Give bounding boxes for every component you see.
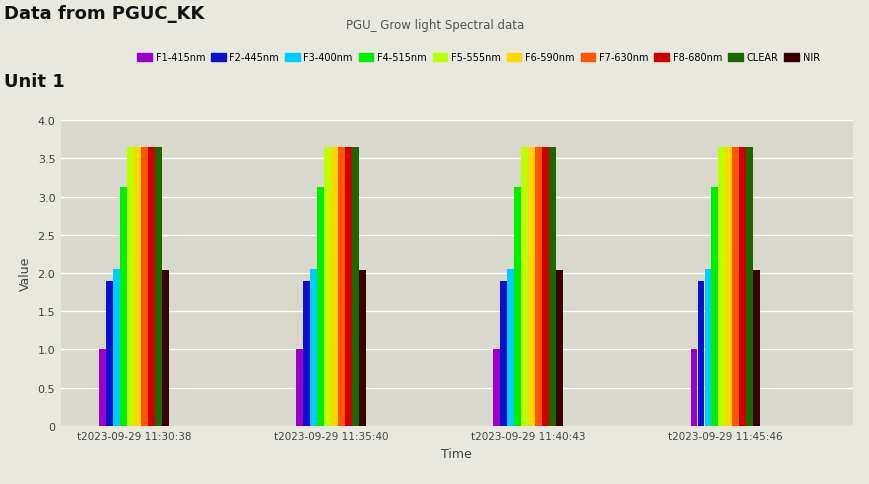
Bar <box>718 148 725 426</box>
Bar <box>317 188 324 426</box>
Bar <box>99 349 106 426</box>
Bar <box>500 281 507 426</box>
Bar <box>324 148 331 426</box>
Bar <box>739 148 746 426</box>
Bar <box>120 188 127 426</box>
Bar <box>725 148 732 426</box>
Bar <box>527 148 534 426</box>
X-axis label: Time: Time <box>441 447 472 460</box>
Bar <box>148 148 155 426</box>
Text: PGU_ Grow light Spectral data: PGU_ Grow light Spectral data <box>346 19 523 32</box>
Bar <box>331 148 338 426</box>
Bar <box>310 270 316 426</box>
Bar <box>732 148 739 426</box>
Bar <box>134 148 141 426</box>
Bar <box>296 349 302 426</box>
Bar <box>338 148 345 426</box>
Bar <box>345 148 352 426</box>
Bar <box>746 148 753 426</box>
Bar <box>711 188 718 426</box>
Bar <box>534 148 541 426</box>
Y-axis label: Value: Value <box>19 257 32 290</box>
Text: Unit 1: Unit 1 <box>4 73 65 91</box>
Bar <box>155 148 162 426</box>
Bar <box>303 281 309 426</box>
Text: Data from PGUC_KK: Data from PGUC_KK <box>4 5 204 23</box>
Bar <box>507 270 514 426</box>
Bar <box>697 281 704 426</box>
Bar <box>113 270 120 426</box>
Bar <box>493 349 500 426</box>
Legend: F1-415nm, F2-445nm, F3-400nm, F4-515nm, F5-555nm, F6-590nm, F7-630nm, F8-680nm, : F1-415nm, F2-445nm, F3-400nm, F4-515nm, … <box>137 53 819 63</box>
Bar <box>162 271 169 426</box>
Bar <box>753 271 760 426</box>
Bar <box>106 281 113 426</box>
Bar <box>141 148 148 426</box>
Bar <box>127 148 134 426</box>
Bar <box>352 148 359 426</box>
Bar <box>704 270 711 426</box>
Bar <box>521 148 527 426</box>
Bar <box>359 271 366 426</box>
Bar <box>690 349 697 426</box>
Bar <box>514 188 521 426</box>
Bar <box>541 148 548 426</box>
Bar <box>555 271 562 426</box>
Bar <box>548 148 555 426</box>
